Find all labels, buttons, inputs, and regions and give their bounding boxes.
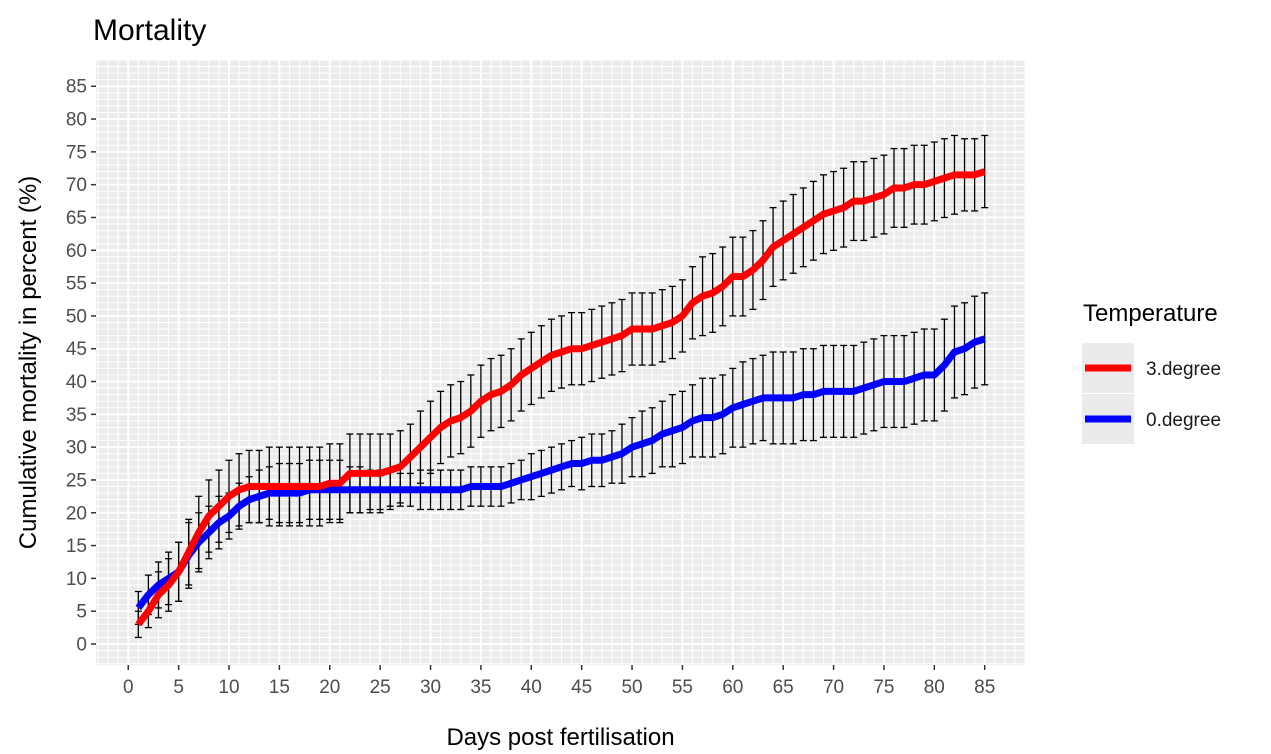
x-tick-label: 75 xyxy=(873,677,894,698)
y-tick-label: 10 xyxy=(66,569,87,590)
grid-lines xyxy=(96,59,1026,665)
y-tick-label: 85 xyxy=(66,77,87,98)
x-tick-label: 0 xyxy=(123,677,134,698)
y-tick-label: 40 xyxy=(66,372,87,393)
y-tick-label: 75 xyxy=(66,142,87,163)
plot-panel xyxy=(96,60,1025,665)
y-tick-label: 20 xyxy=(66,503,87,524)
x-tick-label: 55 xyxy=(672,677,693,698)
x-tick-label: 80 xyxy=(924,677,945,698)
y-tick-label: 15 xyxy=(66,536,87,557)
legend: Temperature 3.degree 0.degree xyxy=(1082,300,1221,444)
series-line-0.degree xyxy=(135,335,986,611)
series-lines xyxy=(135,168,986,627)
x-tick-label: 25 xyxy=(370,677,391,698)
y-tick-label: 65 xyxy=(66,208,87,229)
x-tick-label: 35 xyxy=(470,677,491,698)
y-tick-label: 70 xyxy=(66,175,87,196)
axes: 0 5 10 15 20 25 30 35 40 45 50 55 60 65 70 75 80 85 0 5 10 15… xyxy=(66,77,995,698)
y-tick-label: 55 xyxy=(66,274,87,295)
x-tick-label: 15 xyxy=(269,677,290,698)
x-tick-label: 40 xyxy=(521,677,542,698)
y-tick-label: 50 xyxy=(66,306,87,327)
y-tick-label: 35 xyxy=(66,405,87,426)
x-tick-label: 85 xyxy=(974,677,995,698)
y-tick-label: 60 xyxy=(66,241,87,262)
chart-title: Mortality xyxy=(93,14,206,47)
x-tick-label: 20 xyxy=(319,677,340,698)
x-tick-label: 5 xyxy=(173,677,184,698)
y-tick-label: 5 xyxy=(76,602,87,623)
y-tick-label: 30 xyxy=(66,438,87,459)
x-tick-label: 65 xyxy=(773,677,794,698)
y-tick-label: 80 xyxy=(66,110,87,131)
y-tick-label: 45 xyxy=(66,339,87,360)
y-tick-label: 25 xyxy=(66,470,87,491)
legend-label: 3.degree xyxy=(1146,359,1221,380)
x-tick-label: 10 xyxy=(218,677,239,698)
legend-label: 0.degree xyxy=(1146,410,1221,431)
y-tick-label: 0 xyxy=(76,635,87,656)
x-tick-label: 45 xyxy=(571,677,592,698)
x-tick-label: 30 xyxy=(420,677,441,698)
series-line-3.degree xyxy=(135,168,986,627)
y-axis-title: Cumulative mortality in percent (%) xyxy=(15,176,42,549)
x-tick-label: 70 xyxy=(823,677,844,698)
legend-items: 3.degree 0.degree xyxy=(1082,343,1221,444)
x-tick-label: 50 xyxy=(621,677,642,698)
x-tick-label: 60 xyxy=(722,677,743,698)
x-axis-title: Days post fertilisation xyxy=(446,724,674,751)
legend-title: Temperature xyxy=(1083,300,1218,327)
